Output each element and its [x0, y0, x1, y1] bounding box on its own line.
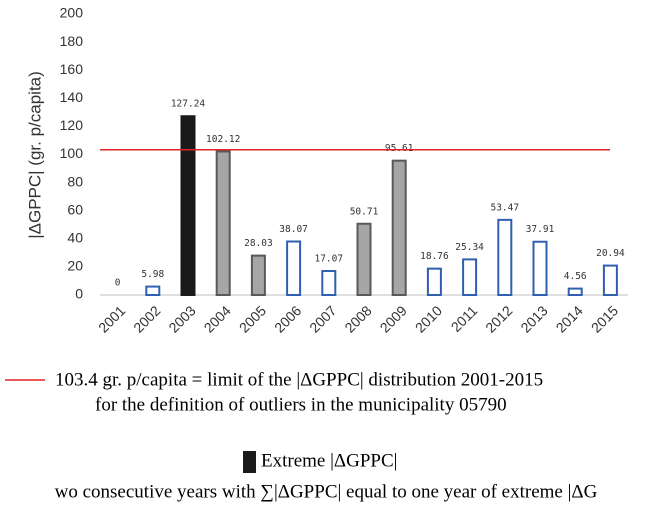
x-tick-label: 2005 [236, 302, 269, 335]
bar [532, 240, 548, 296]
bar [321, 270, 337, 297]
x-tick-label: 2009 [377, 302, 410, 335]
value-label: 127.24 [171, 99, 206, 110]
y-tick-label: 40 [67, 230, 83, 246]
footnote: wo consecutive years with ∑|ΔGPPC| equal… [55, 481, 598, 502]
value-label: 53.47 [490, 202, 519, 213]
x-tick-label: 2004 [201, 302, 234, 335]
value-label: 50.71 [350, 206, 379, 217]
x-tick-label: 2010 [412, 302, 445, 335]
value-label: 25.34 [455, 242, 484, 253]
value-label: 20.94 [596, 248, 625, 259]
bar [462, 258, 478, 297]
value-label: 4.56 [564, 271, 587, 282]
y-tick-label: 20 [67, 258, 83, 274]
y-tick-label: 120 [60, 117, 84, 133]
y-tick-label: 140 [60, 89, 84, 105]
value-label: 38.07 [279, 224, 308, 235]
bar [250, 254, 266, 296]
x-tick-label: 2003 [165, 302, 198, 335]
value-label: 95.61 [385, 143, 414, 154]
bar [391, 159, 407, 296]
y-tick-label: 80 [67, 173, 83, 189]
x-tick-label: 2011 [448, 302, 481, 335]
legend-label: Extreme |ΔGPPC| [261, 450, 397, 471]
bar [215, 150, 231, 296]
value-label: 102.12 [206, 134, 240, 145]
value-label: 37.91 [526, 224, 555, 235]
bar [567, 287, 583, 297]
bar [426, 267, 442, 297]
y-tick-label: 200 [60, 5, 84, 21]
x-tick-label: 2008 [341, 302, 374, 335]
bar [356, 222, 372, 297]
x-tick-label: 2006 [271, 302, 304, 335]
y-axis-label: |ΔGPPC| (gr. p/capita) [25, 71, 44, 239]
x-tick-label: 2015 [588, 302, 621, 335]
bar [497, 218, 513, 296]
bar [286, 240, 302, 296]
value-label: 0 [115, 278, 121, 289]
y-tick-label: 60 [67, 201, 83, 217]
bar [602, 264, 618, 297]
reference-label: 103.4 gr. p/capita = limit of the |ΔGPPC… [55, 369, 543, 390]
x-tick-label: 2007 [306, 302, 339, 335]
legend-swatch [243, 451, 256, 473]
value-label: 18.76 [420, 251, 449, 262]
y-tick-label: 100 [60, 145, 84, 161]
reference-label: for the definition of outliers in the mu… [95, 394, 507, 415]
value-label: 28.03 [244, 238, 273, 249]
x-tick-label: 2014 [553, 302, 586, 335]
y-tick-label: 180 [60, 33, 84, 49]
y-tick-label: 160 [60, 61, 84, 77]
value-label: 17.07 [314, 254, 343, 265]
x-tick-label: 2002 [130, 302, 163, 335]
y-tick-label: 0 [75, 286, 83, 302]
bar [180, 115, 196, 296]
value-label: 5.98 [141, 269, 164, 280]
bar [145, 285, 161, 297]
x-tick-label: 2012 [482, 302, 515, 335]
x-tick-label: 2001 [95, 302, 128, 335]
x-tick-label: 2013 [517, 302, 550, 335]
